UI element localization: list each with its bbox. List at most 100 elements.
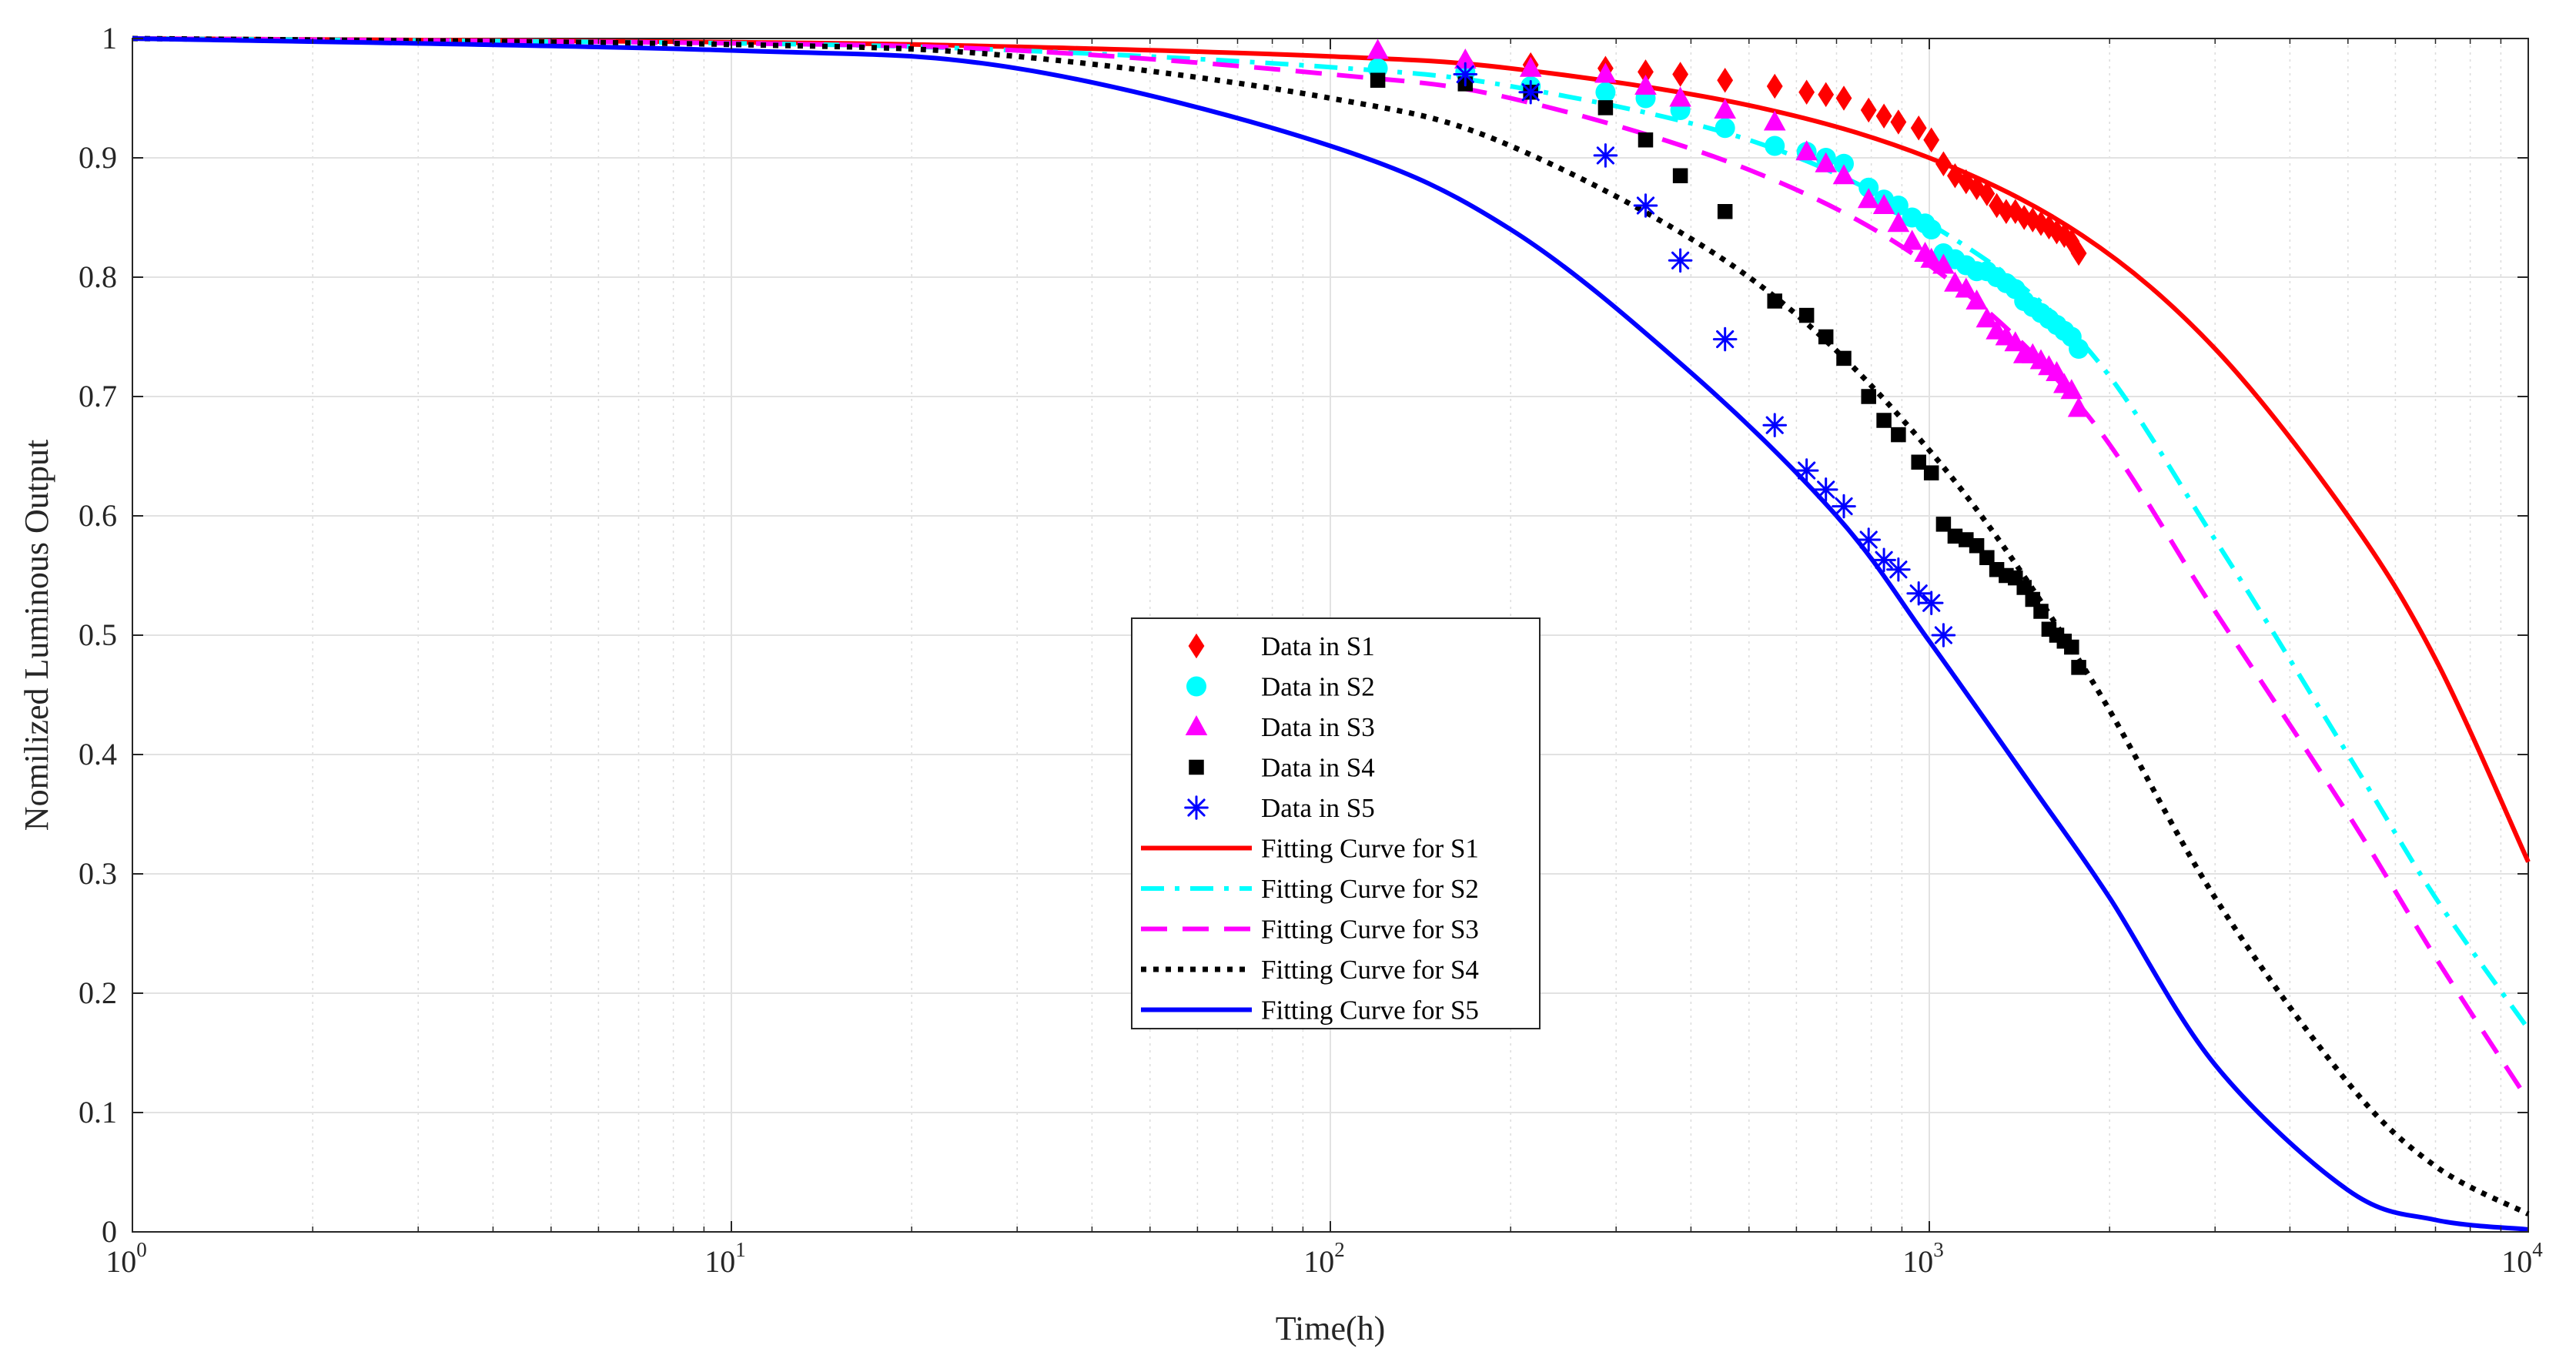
data-point — [1836, 350, 1852, 366]
legend-label: Fitting Curve for S4 — [1261, 955, 1479, 985]
data-point — [1920, 247, 1942, 268]
legend-marker — [1189, 759, 1204, 775]
legend-label: Data in S1 — [1261, 631, 1375, 661]
data-point — [1715, 118, 1735, 139]
data-point — [1794, 458, 1819, 483]
data-point — [1944, 271, 1966, 292]
legend-marker — [1185, 715, 1208, 736]
data-series-s3 — [1367, 38, 2090, 417]
legend-label: Fitting Curve for S5 — [1261, 996, 1479, 1026]
data-point — [1818, 329, 1834, 345]
legend-label: Data in S5 — [1261, 793, 1375, 823]
data-point — [1979, 550, 1995, 565]
asterisk-stroke — [1671, 251, 1690, 269]
data-markers — [1367, 38, 2090, 675]
data-point — [1886, 557, 1911, 582]
asterisk-stroke — [1875, 550, 1893, 569]
asterisk-stroke — [1596, 146, 1615, 165]
asterisk-stroke — [1716, 330, 1735, 349]
data-point — [2067, 397, 2090, 417]
y-tick-label: 0.2 — [79, 975, 117, 1010]
legend-marker — [1188, 633, 1205, 659]
asterisk-stroke — [1456, 65, 1474, 84]
y-tick-label: 0.5 — [79, 617, 117, 652]
fit-curve-s4 — [132, 35, 2530, 1216]
data-point — [1955, 277, 1978, 298]
fit-curve-s5 — [132, 36, 2529, 1232]
y-tick-label: 0 — [102, 1214, 117, 1249]
data-point — [1762, 413, 1788, 437]
asterisk-stroke — [1934, 626, 1953, 644]
y-tick-label: 0.7 — [79, 379, 117, 413]
y-tick-label: 0.3 — [79, 856, 117, 891]
data-point — [1634, 75, 1657, 95]
data-point — [1453, 62, 1478, 87]
data-point — [1906, 581, 1932, 606]
asterisk-stroke — [1187, 798, 1206, 817]
data-point — [1911, 454, 1926, 470]
y-tick-label: 0.1 — [79, 1095, 117, 1129]
data-point — [1717, 204, 1733, 219]
y-tick-label: 0.4 — [79, 737, 117, 771]
data-point — [1597, 100, 1614, 115]
data-point — [2004, 331, 2027, 352]
y-tick-label: 0.8 — [79, 259, 117, 294]
data-point — [1872, 547, 1896, 573]
fit-curve-s2 — [132, 36, 2531, 1031]
x-tick-label: 104 — [2501, 1238, 2543, 1279]
legend-marker — [1184, 795, 1209, 820]
data-point — [2071, 660, 2086, 675]
asterisk-stroke — [1521, 83, 1540, 102]
legend-entry: Data in S1 — [1188, 631, 1375, 661]
data-point — [1668, 248, 1693, 273]
data-point — [1798, 79, 1815, 105]
data-point — [1965, 289, 1988, 310]
data-point — [1861, 389, 1876, 404]
data-point — [1923, 465, 1939, 480]
data-point — [1832, 164, 1855, 185]
data-point — [1872, 194, 1895, 215]
asterisk-stroke — [1909, 584, 1928, 603]
data-point — [1763, 110, 1786, 131]
asterisk-stroke — [1798, 461, 1816, 480]
data-point — [1669, 86, 1691, 107]
y-axis-label: Nomilized Luminous Output — [18, 440, 55, 831]
x-tick-exponent: 1 — [735, 1238, 746, 1261]
data-point — [2046, 361, 2068, 382]
asterisk-stroke — [1835, 497, 1853, 516]
data-point — [1887, 212, 1910, 233]
data-point — [1875, 103, 1892, 129]
fitting-curves — [132, 35, 2531, 1232]
data-point — [1795, 140, 1818, 161]
data-point — [2033, 604, 2049, 619]
data-point — [2007, 199, 2024, 224]
data-point — [1891, 427, 1906, 443]
y-tick-label: 1 — [102, 21, 117, 55]
data-point — [1901, 229, 1923, 250]
legend-entry: Data in S5 — [1184, 793, 1375, 823]
data-point — [1638, 59, 1654, 85]
data-point — [1712, 326, 1738, 352]
y-tick-label: 0.9 — [79, 140, 117, 175]
data-point — [1717, 68, 1734, 93]
data-point — [1818, 82, 1835, 108]
data-point — [1454, 48, 1477, 69]
data-point — [1835, 85, 1852, 111]
fit-curve-s3 — [132, 36, 2531, 1103]
y-tick-label: 0.6 — [79, 498, 117, 533]
data-point — [1672, 62, 1689, 87]
data-point — [1832, 494, 1856, 519]
data-point — [1935, 517, 1952, 532]
data-point — [1813, 477, 1838, 502]
data-point — [1876, 413, 1892, 428]
legend-label: Data in S3 — [1261, 712, 1375, 742]
legend-entry: Data in S3 — [1185, 712, 1375, 742]
data-point — [1935, 151, 1952, 176]
asterisk-stroke — [1817, 480, 1835, 499]
data-point — [2069, 339, 2089, 359]
legend-label: Fitting Curve for S3 — [1261, 915, 1479, 945]
data-series-s5 — [1453, 62, 1956, 648]
data-point — [1714, 99, 1736, 119]
data-point — [1767, 293, 1782, 309]
